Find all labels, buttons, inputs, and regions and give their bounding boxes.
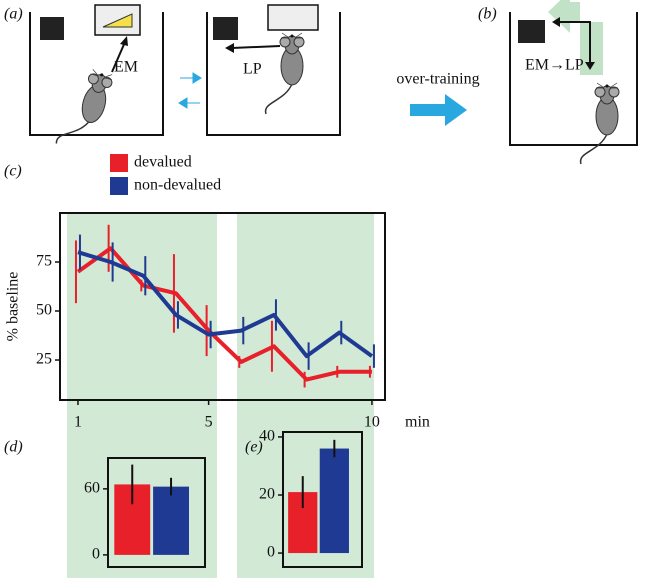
em-lp-label: EM→LP — [525, 57, 584, 74]
y-tick-label: 75 — [36, 253, 52, 270]
bar — [153, 486, 189, 555]
em-label: EM — [114, 59, 138, 76]
line — [77, 250, 374, 359]
panel-label: (b) — [478, 6, 497, 23]
over-training-label: over-training — [396, 71, 479, 88]
plot-frame — [282, 431, 363, 568]
panel-b — [509, 0, 638, 165]
plot-frame — [59, 212, 386, 401]
y-tick-label: 20 — [259, 486, 275, 503]
plot-frame — [107, 457, 206, 568]
x-tick-label: 10 — [364, 414, 380, 431]
y-tick-label: 25 — [36, 351, 52, 368]
y-tick-label: 60 — [84, 480, 100, 497]
panel-label: (d) — [4, 439, 23, 456]
y-tick-label: 50 — [36, 302, 52, 319]
y-tick-label: 0 — [267, 544, 275, 561]
legend-swatch — [110, 177, 128, 195]
legend-swatch — [110, 154, 128, 172]
panel-a — [29, 4, 467, 155]
lp-label: LP — [243, 61, 262, 78]
x-tick-label: 1 — [74, 414, 82, 431]
y-tick-label: 40 — [259, 428, 275, 445]
x-axis-label: min — [405, 414, 430, 431]
legend-label: devalued — [134, 154, 192, 171]
panel-label: (c) — [4, 163, 22, 180]
y-tick-label: 0 — [92, 546, 100, 563]
legend-label: non-devalued — [134, 177, 221, 194]
y-axis-label: % baseline — [5, 272, 22, 342]
panel-label: (e) — [245, 439, 263, 456]
x-tick-label: 5 — [205, 414, 213, 431]
panel-label: (a) — [4, 6, 23, 23]
bar — [319, 448, 349, 554]
